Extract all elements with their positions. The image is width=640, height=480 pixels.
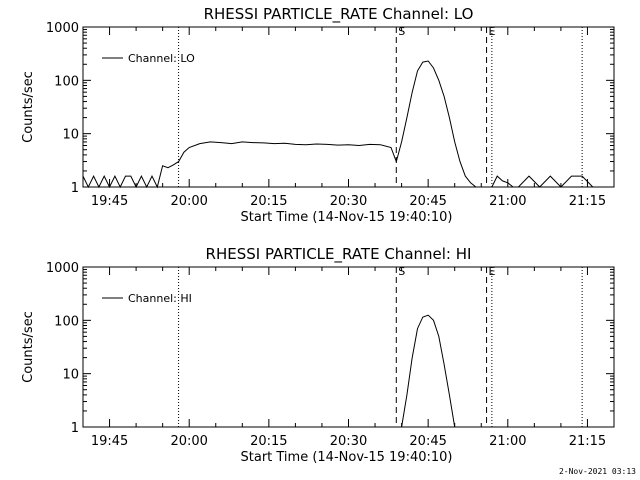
x-tick-label: 19:45 [91,194,128,209]
y-axis-label: Counts/sec [21,311,36,383]
chart-panel-2: RHESSI PARTICLE_RATE Channel: HI 1 10 100 10… [21,245,615,465]
x-tick-label: 21:00 [489,194,526,209]
x-tick-label: 21:15 [569,434,606,449]
footer-timestamp: 2-Nov-2021 03:13 [559,467,636,476]
x-tick-label: 20:15 [250,194,287,209]
x-tick-label: 20:15 [250,434,287,449]
x-tick-label: 20:00 [170,434,207,449]
chart-title: RHESSI PARTICLE_RATE Channel: HI [206,245,472,264]
x-tick-label: 20:45 [409,194,446,209]
plot-frame [82,266,615,428]
y-tick-label: 1000 [46,21,79,36]
legend-label: Channel: HI [128,292,192,305]
x-tick-label: 20:00 [170,194,207,209]
chart-title: RHESSI PARTICLE_RATE Channel: LO [204,5,474,24]
y-tick-label: 100 [54,74,79,89]
marker-label-s: S [398,265,405,278]
y-tick-label: 10 [62,368,79,383]
y-axis-label: Counts/sec [21,71,36,143]
x-tick-label: 20:45 [409,434,446,449]
y-tick-label: 1 [71,421,79,436]
x-tick-label: 20:30 [330,194,367,209]
legend-label: Channel: LO [128,52,195,65]
series-line [401,314,456,428]
x-axis-label: Start Time (14-Nov-15 19:40:10) [241,450,453,465]
y-tick-label: 100 [54,314,79,329]
plot-frame [82,26,615,188]
marker-label-e: E [489,265,496,278]
x-axis-label: Start Time (14-Nov-15 19:40:10) [241,210,453,225]
marker-label-s: S [398,25,405,38]
marker-label-e: E [489,25,496,38]
x-tick-label: 21:00 [489,434,526,449]
x-tick-label: 19:45 [91,434,128,449]
x-tick-label: 20:30 [330,434,367,449]
x-tick-label: 21:15 [569,194,606,209]
chart-panel-1: RHESSI PARTICLE_RATE Channel: LO 1 10 100 10… [21,5,615,225]
y-tick-label: 1 [71,181,79,196]
y-tick-label: 10 [62,128,79,143]
y-tick-label: 1000 [46,261,79,276]
series-line [82,60,594,189]
